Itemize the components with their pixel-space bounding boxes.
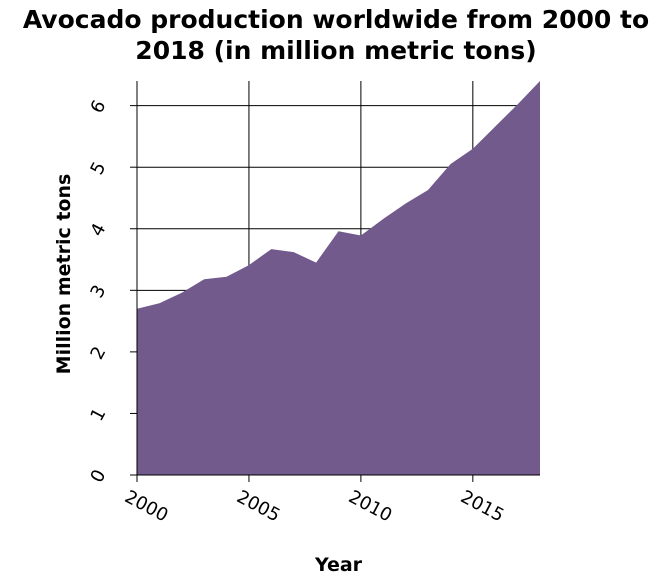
y-tick-label: 0	[86, 466, 110, 486]
y-axis-label: Million metric tons	[53, 174, 75, 375]
chart-title-line-1: Avocado production worldwide from 2000 t…	[22, 5, 650, 34]
x-tick-label: 2010	[345, 486, 395, 526]
y-tick-label: 6	[86, 97, 110, 117]
x-tick-label: 2000	[121, 486, 171, 526]
x-tick-label: 2015	[457, 486, 507, 526]
x-axis-label: Year	[314, 554, 363, 576]
area-series	[137, 81, 540, 475]
chart-title-line-2: 2018 (in million metric tons)	[135, 36, 537, 65]
y-tick-label: 3	[86, 282, 110, 302]
chart-title: Avocado production worldwide from 2000 t…	[0, 4, 672, 66]
x-tick-label: 2005	[233, 486, 283, 526]
y-tick-label: 1	[86, 405, 110, 425]
y-tick-label: 5	[86, 158, 110, 178]
y-tick-label: 2	[86, 343, 110, 363]
y-tick-label: 4	[86, 220, 110, 240]
y-axis-ticks: 0 1 2 3 4 5 6	[86, 97, 137, 486]
area-fill	[137, 81, 540, 475]
x-axis-ticks: 2000 2005 2010 2015	[121, 475, 507, 526]
